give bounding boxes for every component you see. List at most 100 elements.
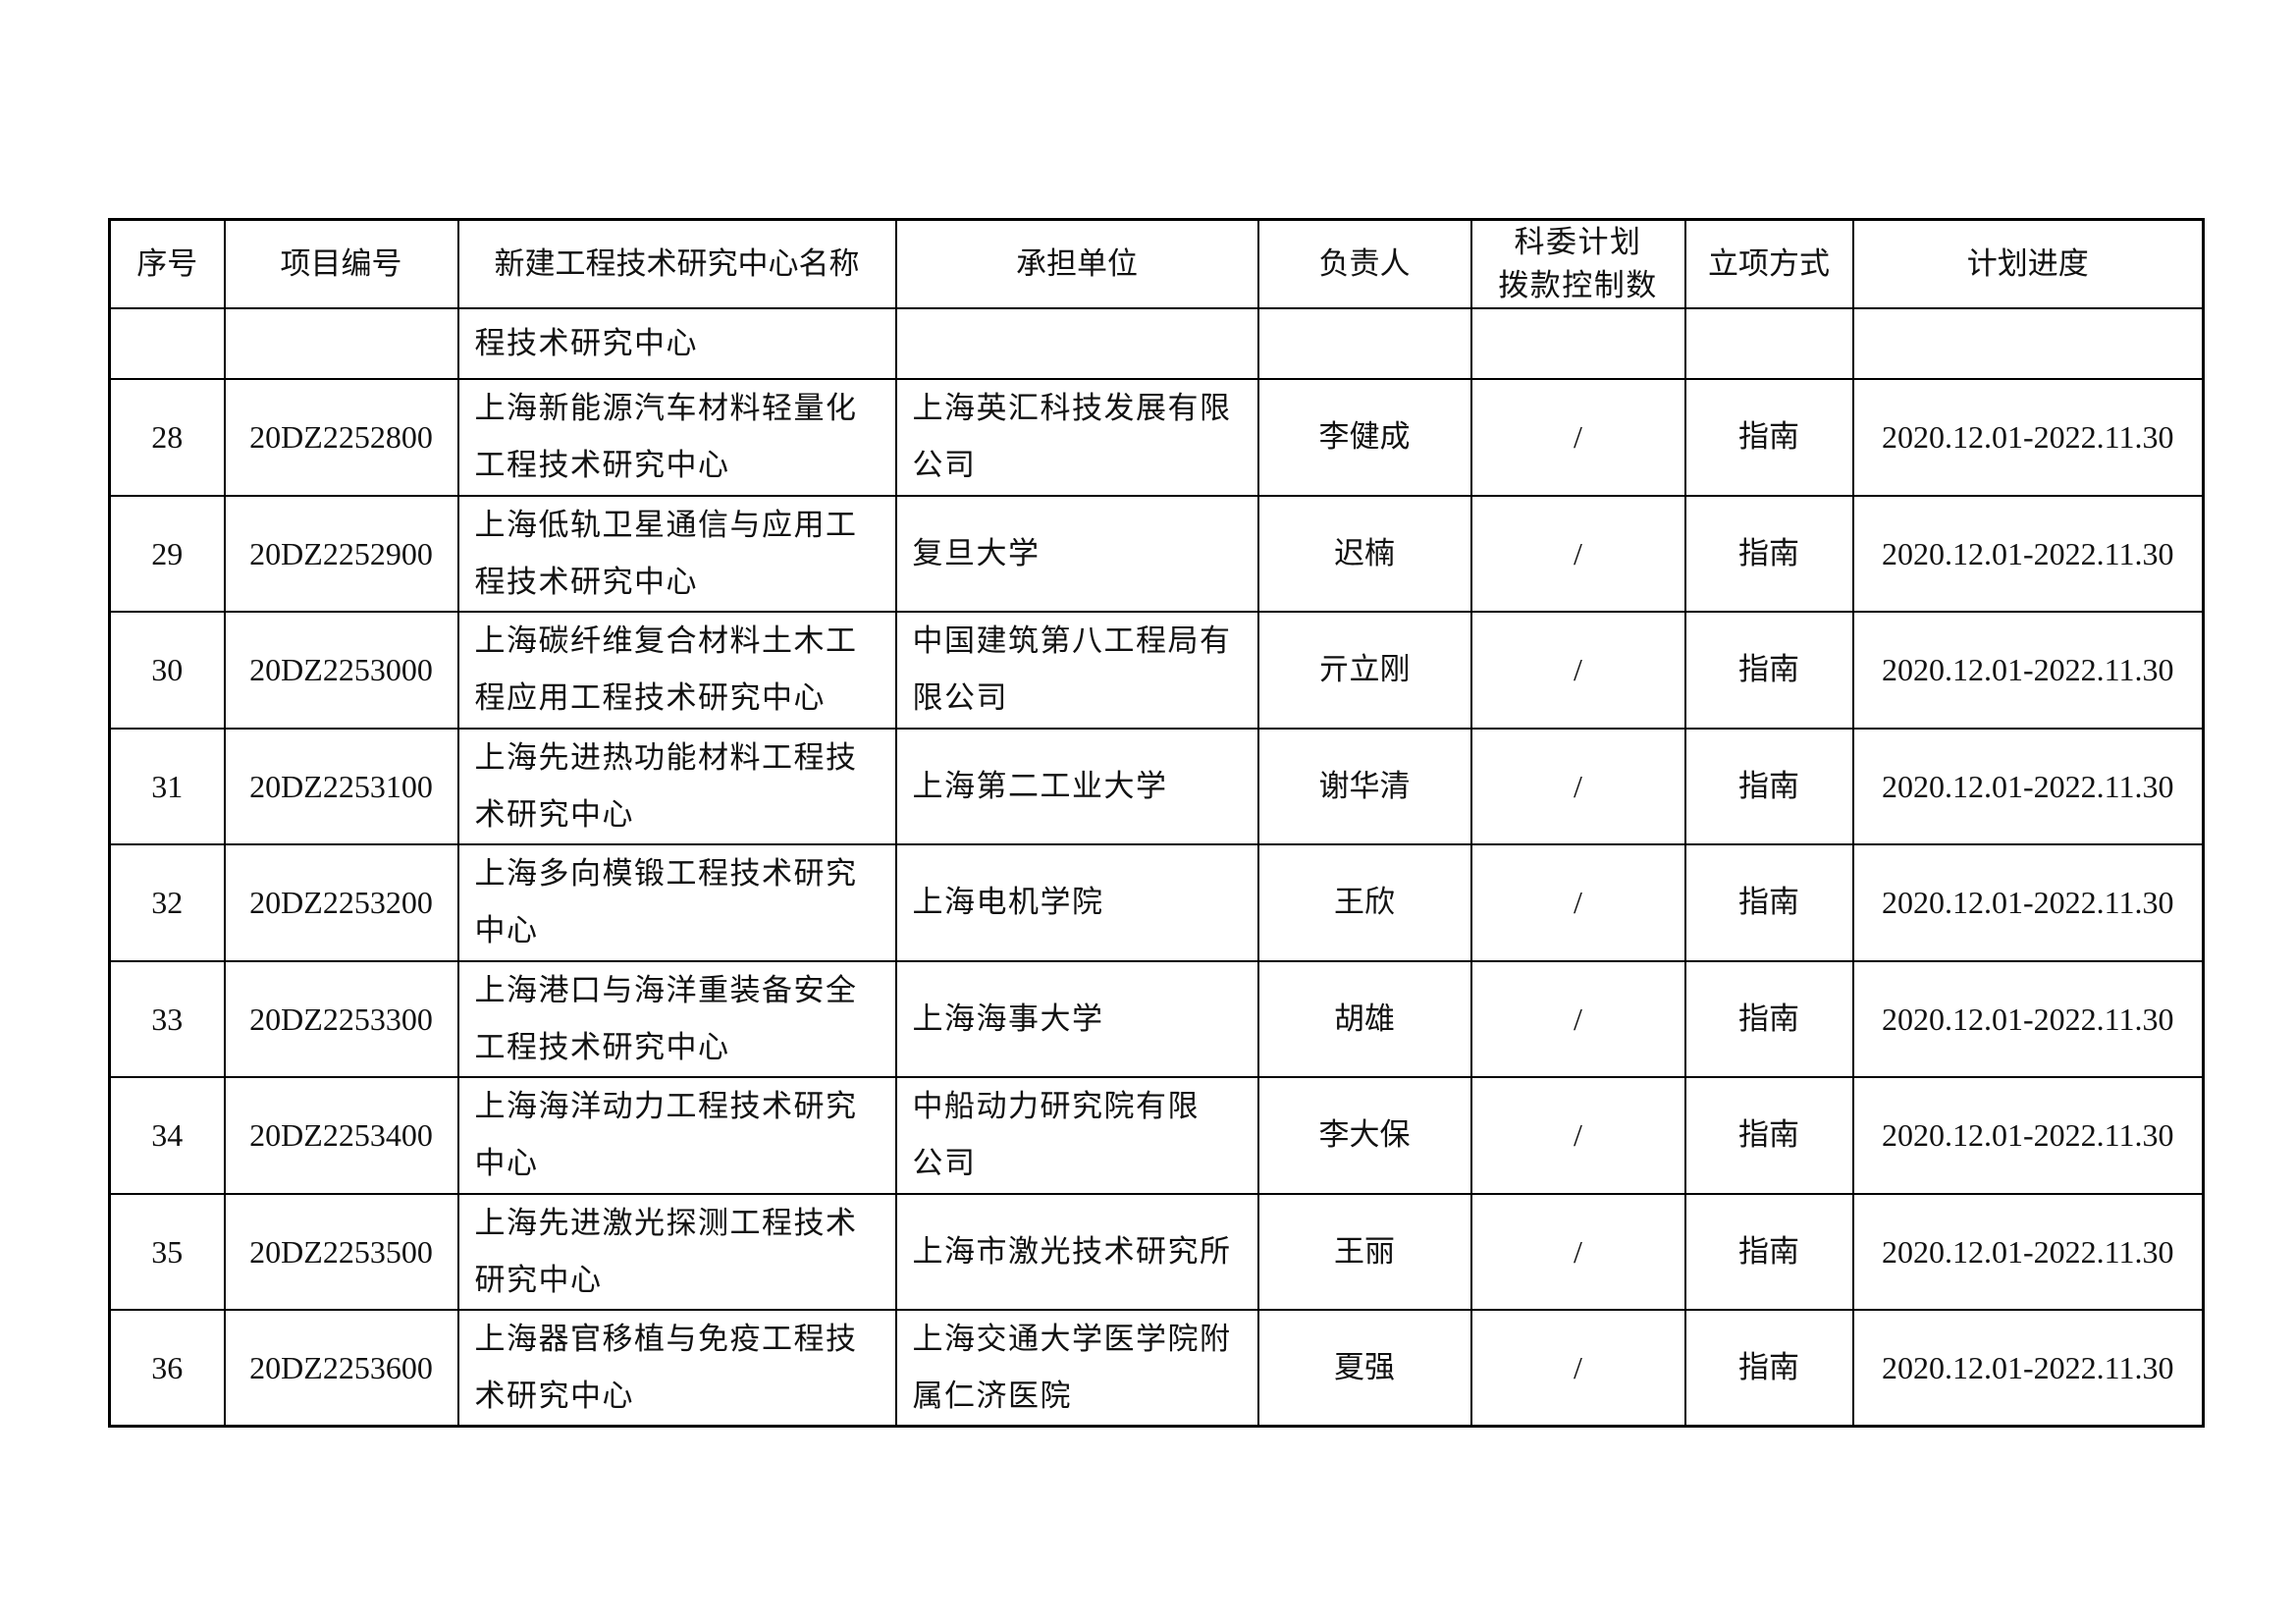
cell-code: 20DZ2253600 <box>223 1309 459 1428</box>
header-unit: 承担单位 <box>894 218 1259 309</box>
cell-name: 上海新能源汽车材料轻量化 工程技术研究中心 <box>456 378 897 497</box>
unit-line: 中船动力研究院有限 <box>912 1089 1200 1125</box>
cell-name: 程技术研究中心 <box>456 307 897 380</box>
cell-no: 34 <box>108 1076 226 1195</box>
cell-schedule <box>1851 307 2205 380</box>
cell-no: 29 <box>108 494 226 613</box>
unit-line: 中国建筑第八工程局有 <box>912 623 1232 660</box>
table-row: 29 20DZ2252900 上海低轨卫星通信与应用工 程技术研究中心 复旦大学 迟楠 / 指… <box>108 494 2205 613</box>
header-funding: 科委计划 拨款控制数 <box>1469 218 1686 309</box>
name-line: 术研究中心 <box>474 796 634 833</box>
cell-name: 上海多向模锻工程技术研究 中心 <box>456 843 897 962</box>
name-line: 术研究中心 <box>474 1379 634 1414</box>
header-name: 新建工程技术研究中心名称 <box>456 218 897 309</box>
cell-code: 20DZ2253000 <box>223 611 459 730</box>
cell-funding: / <box>1469 1192 1686 1311</box>
cell-funding: / <box>1469 1076 1686 1195</box>
cell-unit: 中国建筑第八工程局有 限公司 <box>894 611 1259 730</box>
cell-leader: 胡雄 <box>1256 959 1472 1078</box>
header-funding-line: 拨款控制数 <box>1498 268 1658 303</box>
cell-schedule: 2020.12.01-2022.11.30 <box>1851 843 2205 962</box>
unit-line: 上海电机学院 <box>912 885 1104 921</box>
cell-funding: / <box>1469 1309 1686 1428</box>
name-line: 研究中心 <box>474 1262 603 1298</box>
table-row: 31 20DZ2253100 上海先进热功能材料工程技 术研究中心 上海第二工业大学 谢华… <box>108 727 2205 845</box>
cell-unit: 上海市激光技术研究所 <box>894 1192 1259 1311</box>
cell-schedule: 2020.12.01-2022.11.30 <box>1851 959 2205 1078</box>
name-line: 程技术研究中心 <box>474 326 698 361</box>
cell-leader: 王欣 <box>1256 843 1472 962</box>
name-line: 上海器官移植与免疫工程技 <box>474 1322 858 1357</box>
table-row: 36 20DZ2253600 上海器官移植与免疫工程技 术研究中心 上海交通大学医学院附… <box>108 1309 2205 1428</box>
cell-unit: 中船动力研究院有限 公司 <box>894 1076 1259 1195</box>
cell-method: 指南 <box>1683 959 1854 1078</box>
cell-leader: 夏强 <box>1256 1309 1472 1428</box>
cell-unit: 上海海事大学 <box>894 959 1259 1078</box>
cell-name: 上海港口与海洋重装备安全 工程技术研究中心 <box>456 959 897 1078</box>
cell-name: 上海先进热功能材料工程技 术研究中心 <box>456 727 897 845</box>
cell-code: 20DZ2253500 <box>223 1192 459 1311</box>
name-line: 上海低轨卫星通信与应用工 <box>474 507 858 543</box>
unit-line: 上海市激光技术研究所 <box>912 1233 1232 1270</box>
header-no: 序号 <box>108 218 226 309</box>
cell-unit: 复旦大学 <box>894 494 1259 613</box>
cell-funding <box>1469 307 1686 380</box>
cell-leader: 谢华清 <box>1256 727 1472 845</box>
continuation-row: 程技术研究中心 <box>108 307 2205 380</box>
name-line: 上海多向模锻工程技术研究 <box>474 856 858 893</box>
cell-leader: 亓立刚 <box>1256 611 1472 730</box>
cell-funding: / <box>1469 378 1686 497</box>
cell-schedule: 2020.12.01-2022.11.30 <box>1851 1309 2205 1428</box>
cell-code: 20DZ2253100 <box>223 727 459 845</box>
cell-funding: / <box>1469 494 1686 613</box>
cell-no: 30 <box>108 611 226 730</box>
table-row: 32 20DZ2253200 上海多向模锻工程技术研究 中心 上海电机学院 王欣 / 指南 20… <box>108 843 2205 962</box>
cell-code: 20DZ2252900 <box>223 494 459 613</box>
cell-no: 28 <box>108 378 226 497</box>
unit-line: 属仁济医院 <box>912 1379 1072 1414</box>
cell-code: 20DZ2253400 <box>223 1076 459 1195</box>
cell-no: 33 <box>108 959 226 1078</box>
cell-code: 20DZ2253200 <box>223 843 459 962</box>
cell-method: 指南 <box>1683 494 1854 613</box>
unit-line: 上海第二工业大学 <box>912 768 1168 804</box>
cell-method: 指南 <box>1683 378 1854 497</box>
cell-no: 36 <box>108 1309 226 1428</box>
cell-name: 上海器官移植与免疫工程技 术研究中心 <box>456 1309 897 1428</box>
name-line: 程技术研究中心 <box>474 564 698 600</box>
cell-leader: 迟楠 <box>1256 494 1472 613</box>
cell-leader: 王丽 <box>1256 1192 1472 1311</box>
unit-line: 限公司 <box>912 680 1008 717</box>
header-schedule: 计划进度 <box>1851 218 2205 309</box>
table-row: 34 20DZ2253400 上海海洋动力工程技术研究 中心 中船动力研究院有限 公司 李大… <box>108 1076 2205 1195</box>
cell-unit: 上海第二工业大学 <box>894 727 1259 845</box>
table-row: 28 20DZ2252800 上海新能源汽车材料轻量化 工程技术研究中心 上海英汇科技发… <box>108 378 2205 497</box>
cell-name: 上海碳纤维复合材料土木工 程应用工程技术研究中心 <box>456 611 897 730</box>
cell-unit <box>894 307 1259 380</box>
cell-method: 指南 <box>1683 1309 1854 1428</box>
name-line: 工程技术研究中心 <box>474 448 730 484</box>
name-line: 中心 <box>474 913 539 949</box>
cell-no: 31 <box>108 727 226 845</box>
unit-line: 复旦大学 <box>912 535 1041 571</box>
cell-unit: 上海交通大学医学院附 属仁济医院 <box>894 1309 1259 1428</box>
cell-leader <box>1256 307 1472 380</box>
cell-schedule: 2020.12.01-2022.11.30 <box>1851 727 2205 845</box>
header-code: 项目编号 <box>223 218 459 309</box>
cell-method: 指南 <box>1683 843 1854 962</box>
name-line: 工程技术研究中心 <box>474 1029 730 1065</box>
header-leader: 负责人 <box>1256 218 1472 309</box>
cell-schedule: 2020.12.01-2022.11.30 <box>1851 1076 2205 1195</box>
cell-no: 35 <box>108 1192 226 1311</box>
name-line: 上海先进激光探测工程技术 <box>474 1205 858 1241</box>
header-funding-line: 科委计划 <box>1514 225 1642 260</box>
cell-code: 20DZ2252800 <box>223 378 459 497</box>
cell-name: 上海先进激光探测工程技术 研究中心 <box>456 1192 897 1311</box>
name-line: 上海港口与海洋重装备安全 <box>474 972 858 1008</box>
unit-line: 上海海事大学 <box>912 1001 1104 1037</box>
cell-no: 32 <box>108 843 226 962</box>
name-line: 程应用工程技术研究中心 <box>474 680 826 717</box>
name-line: 上海海洋动力工程技术研究 <box>474 1089 858 1125</box>
cell-name: 上海海洋动力工程技术研究 中心 <box>456 1076 897 1195</box>
name-line: 上海碳纤维复合材料土木工 <box>474 623 858 660</box>
